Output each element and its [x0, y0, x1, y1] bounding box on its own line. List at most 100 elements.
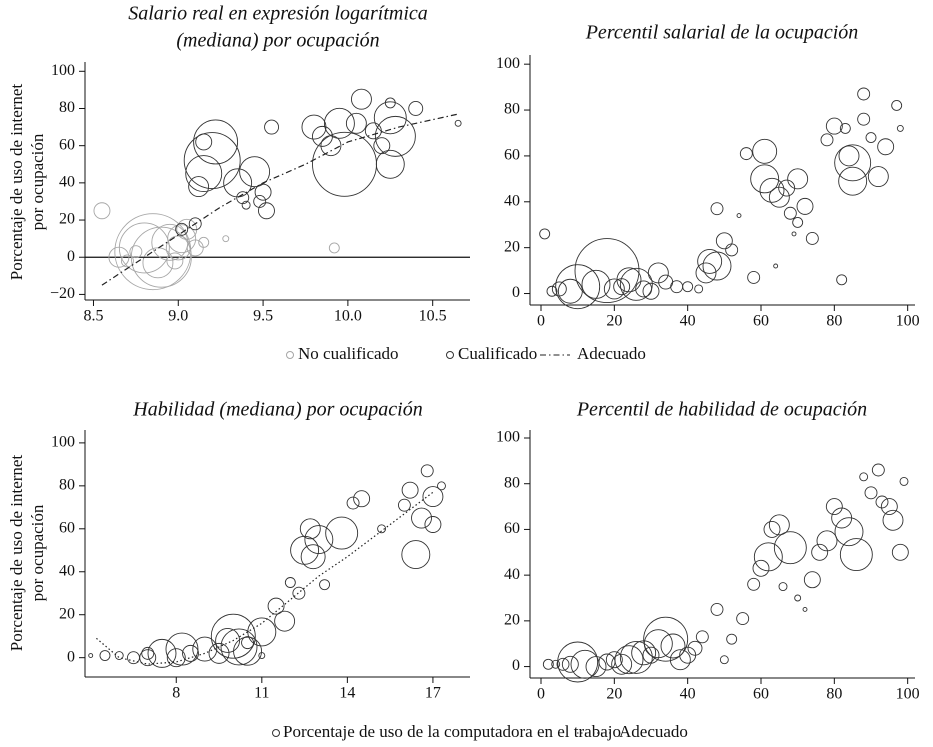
- bubble: [319, 579, 331, 591]
- legend-label: No cualificado: [298, 344, 399, 363]
- y-tick-label: 80: [59, 99, 75, 116]
- bubble: [880, 498, 898, 516]
- y-tick-label: 20: [59, 211, 75, 228]
- y-tick-label: 80: [59, 477, 75, 494]
- bubble: [267, 597, 285, 615]
- x-tick-label: 100: [896, 686, 920, 703]
- bubble: [660, 633, 686, 659]
- bubble: [557, 641, 599, 683]
- y-tick-label: 60: [59, 519, 75, 536]
- bubble: [377, 524, 387, 534]
- bubble: [193, 119, 239, 165]
- bubble: [239, 156, 271, 188]
- fit-line: [101, 113, 459, 286]
- bubble: [99, 650, 111, 661]
- bubble: [551, 659, 561, 669]
- bubble: [752, 138, 778, 164]
- bubble: [192, 636, 218, 662]
- bubble: [375, 149, 405, 179]
- bubble: [791, 231, 797, 237]
- legend-swatch: [446, 351, 454, 359]
- bubble: [130, 226, 192, 288]
- bubble: [166, 648, 186, 668]
- bubble: [778, 582, 788, 592]
- bubble: [290, 535, 320, 565]
- x-tick-label: 14: [339, 685, 355, 702]
- bubble: [88, 653, 94, 658]
- legend-swatch: [272, 729, 280, 737]
- bubble: [258, 652, 266, 659]
- bubble: [794, 594, 802, 602]
- bubble: [258, 202, 275, 220]
- bubble: [613, 278, 631, 296]
- bubble: [616, 267, 642, 293]
- x-tick-label: 0: [537, 686, 545, 703]
- bubble: [736, 213, 742, 219]
- bubble: [384, 97, 396, 109]
- bubble: [220, 628, 258, 666]
- bubble: [141, 646, 155, 660]
- bubble: [118, 222, 170, 274]
- bubble: [682, 281, 694, 293]
- x-tick-label: 10.5: [419, 308, 447, 325]
- bubble: [346, 496, 360, 510]
- bubble: [697, 248, 723, 274]
- bubble: [736, 612, 750, 626]
- bubble: [695, 262, 717, 284]
- bubble: [129, 245, 143, 259]
- bubble: [581, 269, 611, 299]
- bubble: [574, 238, 640, 304]
- x-tick-label: 80: [826, 686, 842, 703]
- bubble: [166, 252, 184, 270]
- bubble: [142, 247, 174, 279]
- bubble: [539, 228, 551, 240]
- bubble: [401, 481, 419, 499]
- bubble: [642, 646, 660, 664]
- bubble: [374, 115, 416, 157]
- bubble: [188, 217, 202, 231]
- bubble: [763, 520, 781, 538]
- bubble: [241, 636, 255, 650]
- x-tick-label: 40: [680, 686, 696, 703]
- x-tick-label: 8: [172, 685, 180, 702]
- bubble: [570, 649, 600, 679]
- bubble: [839, 122, 851, 134]
- bubble: [768, 514, 790, 536]
- legend-label: Porcentaje de uso de la computadora en e…: [283, 722, 621, 741]
- legend-label: Adecuado: [577, 344, 646, 363]
- bubble: [747, 271, 761, 284]
- bubble: [614, 645, 644, 675]
- bubble: [167, 224, 197, 254]
- bubble: [408, 101, 424, 116]
- bubble: [108, 246, 130, 268]
- y-tick-label: 60: [504, 520, 520, 537]
- bubble: [725, 243, 739, 257]
- bubble: [437, 481, 446, 491]
- bubble: [778, 179, 796, 197]
- y-tick-label: 40: [59, 562, 75, 579]
- chart-title: Salario real en expresión logarítmica: [128, 3, 428, 25]
- x-tick-label: 60: [753, 686, 769, 703]
- bubble: [719, 655, 729, 665]
- bubble: [223, 168, 253, 198]
- bubble: [605, 651, 623, 669]
- bubble: [401, 540, 431, 570]
- bubble: [643, 616, 689, 662]
- bubble: [747, 577, 761, 591]
- bubble: [694, 284, 704, 294]
- bubble: [188, 176, 210, 198]
- bubble: [864, 486, 878, 500]
- x-tick-label: 20: [606, 686, 622, 703]
- bubble: [247, 617, 277, 647]
- bubble: [254, 183, 272, 201]
- bubble: [838, 145, 860, 167]
- bubble: [753, 542, 783, 572]
- y-tick-label: 80: [504, 101, 520, 118]
- y-axis-label: por ocupación: [28, 133, 47, 230]
- bubble: [647, 262, 669, 284]
- bubble: [165, 235, 191, 261]
- bubble: [186, 239, 204, 257]
- chart-title: Percentil de habilidad de ocupación: [576, 399, 867, 421]
- bubble: [899, 476, 909, 486]
